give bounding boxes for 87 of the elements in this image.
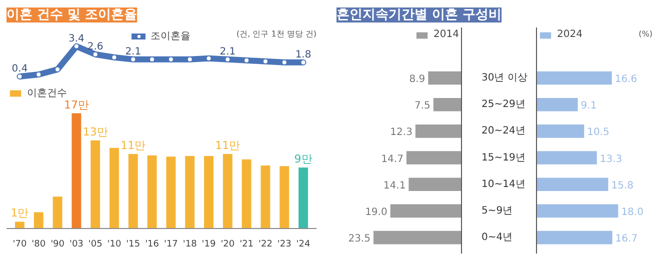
x-tick-label: '10 bbox=[107, 240, 122, 250]
bar bbox=[280, 166, 290, 228]
bar bbox=[390, 204, 462, 218]
data-label: 13.3 bbox=[600, 154, 622, 165]
bar bbox=[415, 124, 462, 138]
data-label: 16.6 bbox=[614, 74, 638, 86]
x-tick-label: '19 bbox=[202, 240, 216, 250]
bar bbox=[204, 156, 214, 228]
x-tick-label: '20 bbox=[220, 240, 235, 250]
x-tick-label: '16 bbox=[145, 240, 160, 250]
data-label: 14.1 bbox=[383, 180, 406, 192]
text: (건, 인구 1천 명당 건) bbox=[236, 30, 316, 38]
bar bbox=[166, 156, 176, 228]
data-label: 18.0 bbox=[621, 206, 644, 218]
bar bbox=[298, 168, 308, 228]
x-tick-label: '18 bbox=[182, 240, 198, 250]
data-label: 17만 bbox=[64, 98, 89, 112]
y-tick-label: 15~19년 bbox=[482, 152, 526, 164]
bar bbox=[536, 178, 608, 192]
legend-label: 이혼건수 bbox=[27, 87, 67, 100]
data-label: 10.5 bbox=[587, 127, 610, 138]
data-label: 2.6 bbox=[87, 41, 104, 52]
data-label: 19.0 bbox=[365, 206, 388, 218]
data-label: 13만 bbox=[82, 125, 108, 138]
bar bbox=[428, 71, 462, 85]
x-tick-label: '23 bbox=[277, 240, 292, 250]
data-label: 0.4 bbox=[12, 63, 28, 74]
data-label: 8.9 bbox=[409, 74, 426, 86]
x-tick-label: '21 bbox=[240, 240, 254, 250]
bar bbox=[536, 98, 578, 112]
x-tick-label: '90 bbox=[50, 240, 65, 250]
bar bbox=[242, 159, 252, 228]
data-label: 16.7 bbox=[615, 234, 638, 245]
y-tick-label: 0~4년 bbox=[482, 232, 513, 244]
x-tick-label: '03 bbox=[69, 240, 84, 250]
x-tick-label: '22 bbox=[258, 240, 272, 250]
bar bbox=[110, 148, 119, 228]
bar bbox=[260, 165, 270, 228]
bar bbox=[90, 140, 100, 228]
bar bbox=[536, 204, 618, 218]
legend-label: 조이혼율 bbox=[150, 30, 190, 43]
legend-label: 2024 bbox=[557, 29, 582, 40]
x-tick-label: '15 bbox=[126, 240, 140, 250]
bar bbox=[128, 154, 138, 228]
x-tick-label: '70 bbox=[12, 240, 27, 250]
bar bbox=[52, 196, 62, 228]
bar bbox=[185, 156, 195, 228]
x-tick-label: '05 bbox=[88, 240, 102, 250]
bar bbox=[406, 151, 462, 164]
data-label: 11만 bbox=[215, 138, 240, 152]
bar bbox=[147, 155, 157, 228]
bar bbox=[433, 98, 462, 112]
data-label: 12.3 bbox=[390, 127, 412, 138]
bar bbox=[72, 113, 82, 228]
data-label: 1만 bbox=[10, 206, 29, 220]
y-tick-label: 5~9년 bbox=[482, 205, 513, 216]
data-label: 14.7 bbox=[381, 154, 404, 165]
data-label: 2.1 bbox=[220, 46, 236, 58]
x-tick-label: '17 bbox=[164, 240, 178, 250]
data-label: 3.4 bbox=[68, 33, 84, 44]
y-tick-label: 10~14년 bbox=[482, 178, 526, 190]
data-label: 9.1 bbox=[580, 100, 597, 112]
bar bbox=[15, 222, 24, 228]
data-label: 7.5 bbox=[414, 100, 430, 112]
bar bbox=[373, 230, 462, 244]
data-label: 2.1 bbox=[125, 46, 142, 58]
data-label: 9만 bbox=[294, 152, 312, 166]
bar bbox=[222, 154, 232, 228]
legend-label: 2014 bbox=[434, 29, 459, 40]
bar bbox=[34, 212, 44, 228]
bar bbox=[408, 178, 462, 192]
data-label: 11만 bbox=[120, 138, 146, 152]
x-tick-label: '24 bbox=[296, 240, 311, 250]
data-label: 1.8 bbox=[295, 49, 312, 60]
chart-title: 이혼 건수 및 조이혼율 bbox=[6, 8, 138, 22]
bar bbox=[536, 151, 597, 164]
bar bbox=[536, 124, 584, 138]
chart-title: 혼인지속기간별 이혼 구성비 bbox=[336, 8, 502, 22]
y-tick-label: 30년 이상 bbox=[482, 72, 528, 84]
data-label: 23.5 bbox=[348, 234, 370, 245]
bar bbox=[536, 230, 612, 244]
bar bbox=[536, 71, 612, 85]
y-tick-label: 25~29년 bbox=[482, 99, 526, 110]
text: (%) bbox=[638, 30, 652, 38]
x-tick-label: '80 bbox=[32, 240, 46, 250]
data-label: 15.8 bbox=[611, 180, 634, 192]
y-tick-label: 20~24년 bbox=[482, 126, 526, 137]
